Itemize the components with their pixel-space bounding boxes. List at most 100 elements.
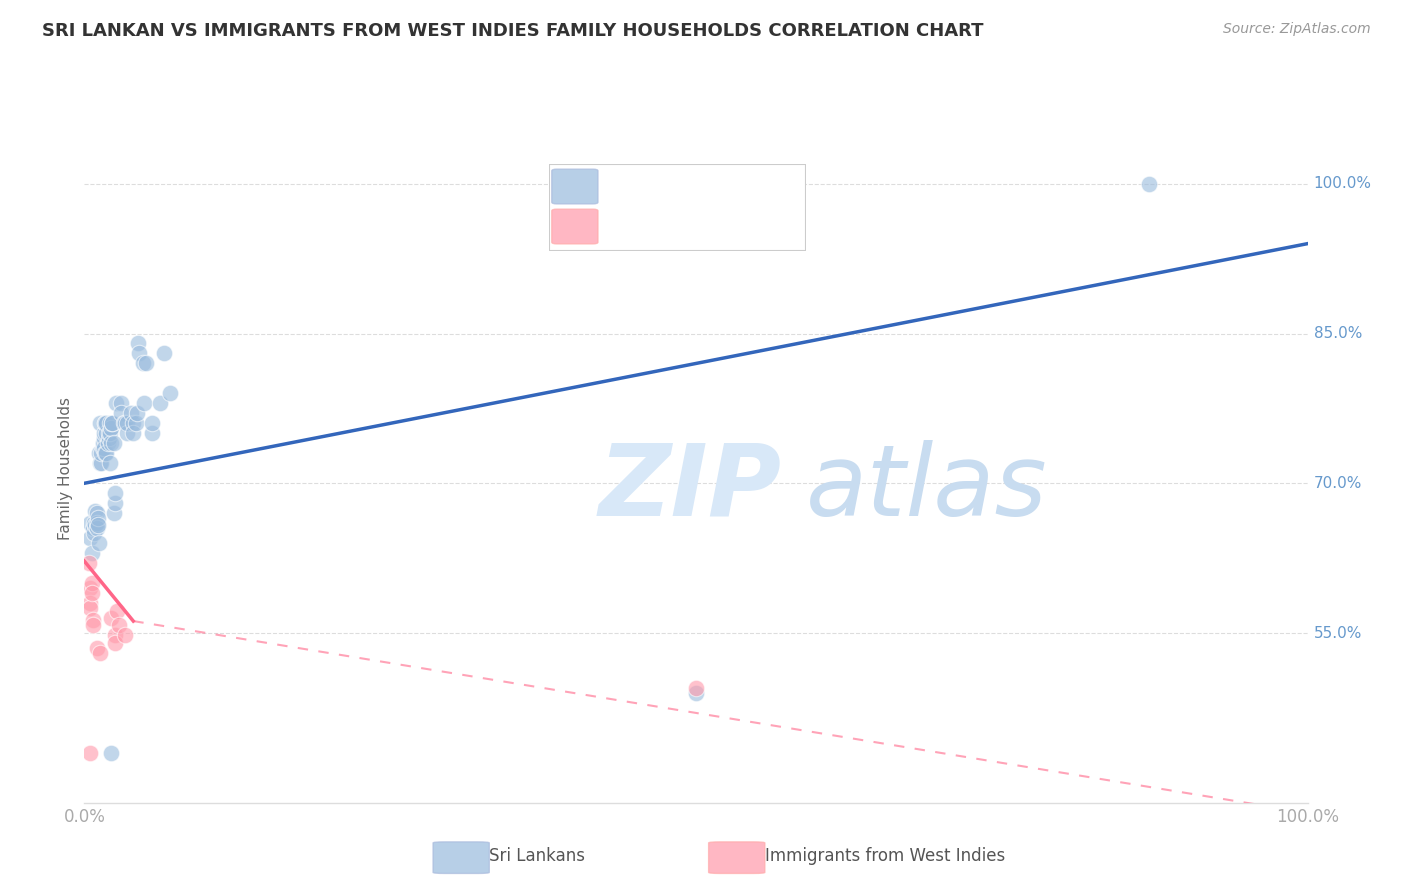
- Point: [128, 346, 150, 360]
- Point: [100, 436, 122, 450]
- Point: [100, 746, 122, 760]
- Point: [83, 516, 105, 531]
- Point: [83, 526, 105, 541]
- Text: 70.0%: 70.0%: [1313, 475, 1362, 491]
- Point: [149, 396, 172, 410]
- Point: [82, 521, 104, 535]
- FancyBboxPatch shape: [551, 169, 598, 204]
- Point: [120, 406, 142, 420]
- Point: [105, 396, 128, 410]
- Point: [97, 431, 120, 445]
- Point: [141, 426, 163, 441]
- Point: [153, 346, 176, 360]
- Point: [104, 636, 127, 650]
- Point: [115, 417, 138, 431]
- Point: [100, 611, 122, 625]
- Point: [89, 646, 111, 660]
- Point: [94, 417, 117, 431]
- Point: [127, 336, 149, 351]
- Text: R =: R =: [603, 178, 637, 195]
- Point: [100, 421, 122, 435]
- Point: [141, 417, 163, 431]
- Text: 85.0%: 85.0%: [1313, 326, 1362, 341]
- Text: atlas: atlas: [806, 440, 1047, 537]
- Point: [87, 446, 110, 460]
- Text: N =: N =: [709, 218, 742, 235]
- Point: [134, 396, 156, 410]
- Point: [84, 518, 107, 533]
- Point: [90, 456, 112, 470]
- Text: Sri Lankans: Sri Lankans: [489, 847, 585, 865]
- Point: [110, 406, 132, 420]
- Point: [112, 417, 135, 431]
- Point: [114, 417, 136, 431]
- Text: Immigrants from West Indies: Immigrants from West Indies: [765, 847, 1005, 865]
- Text: 18: 18: [749, 218, 772, 235]
- Point: [104, 496, 127, 510]
- Point: [84, 504, 107, 518]
- Point: [98, 426, 121, 441]
- Point: [685, 681, 707, 695]
- Point: [98, 456, 121, 470]
- Point: [159, 386, 181, 401]
- Point: [79, 516, 101, 531]
- Point: [86, 506, 108, 520]
- Point: [97, 436, 120, 450]
- Point: [79, 601, 101, 615]
- Point: [1137, 177, 1160, 191]
- Point: [87, 536, 110, 550]
- Y-axis label: Family Households: Family Households: [58, 397, 73, 540]
- Point: [80, 546, 103, 560]
- Point: [96, 446, 118, 460]
- Text: -0.312: -0.312: [644, 218, 702, 235]
- Point: [135, 356, 157, 370]
- Point: [125, 406, 148, 420]
- Point: [86, 516, 108, 531]
- Point: [89, 456, 111, 470]
- Point: [101, 417, 124, 431]
- Point: [105, 604, 128, 618]
- Text: R =: R =: [603, 218, 637, 235]
- Point: [94, 446, 117, 460]
- Point: [93, 431, 115, 445]
- Point: [115, 426, 138, 441]
- Point: [98, 417, 121, 431]
- Point: [122, 426, 145, 441]
- Point: [82, 613, 104, 627]
- Text: SRI LANKAN VS IMMIGRANTS FROM WEST INDIES FAMILY HOUSEHOLDS CORRELATION CHART: SRI LANKAN VS IMMIGRANTS FROM WEST INDIE…: [42, 22, 984, 40]
- FancyBboxPatch shape: [709, 842, 765, 873]
- Point: [80, 576, 103, 591]
- Point: [87, 511, 110, 525]
- Point: [77, 556, 100, 570]
- FancyBboxPatch shape: [550, 164, 806, 251]
- Point: [86, 521, 108, 535]
- Point: [93, 442, 115, 456]
- Point: [97, 426, 120, 441]
- Point: [132, 356, 155, 370]
- FancyBboxPatch shape: [433, 842, 489, 873]
- Point: [94, 417, 117, 431]
- Point: [125, 417, 148, 431]
- Point: [107, 618, 129, 632]
- Text: 55.0%: 55.0%: [1313, 625, 1362, 640]
- Point: [93, 426, 115, 441]
- Point: [103, 436, 125, 450]
- Point: [80, 586, 103, 600]
- Point: [82, 618, 104, 632]
- Point: [96, 426, 118, 441]
- Point: [685, 686, 707, 700]
- Point: [110, 396, 132, 410]
- Text: 0.334: 0.334: [644, 178, 696, 195]
- Point: [96, 417, 118, 431]
- Point: [90, 446, 112, 460]
- Point: [79, 596, 101, 610]
- Point: [103, 506, 125, 520]
- Text: N =: N =: [709, 178, 742, 195]
- Text: 69: 69: [749, 178, 772, 195]
- FancyBboxPatch shape: [551, 209, 598, 244]
- Text: Source: ZipAtlas.com: Source: ZipAtlas.com: [1223, 22, 1371, 37]
- Point: [91, 436, 114, 450]
- Point: [104, 628, 127, 642]
- Point: [89, 417, 111, 431]
- Point: [79, 746, 101, 760]
